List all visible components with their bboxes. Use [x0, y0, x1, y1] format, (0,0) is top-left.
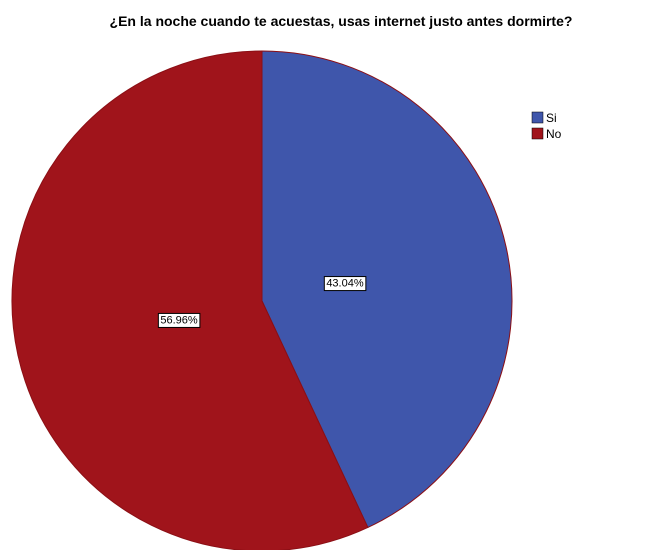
slice-label-text: 43.04% [326, 278, 364, 290]
legend-label-no: No [546, 127, 562, 141]
pie-slice-no [11, 50, 369, 550]
legend-swatch-si [531, 111, 544, 124]
slice-data-labels: 43.04% 56.96% [157, 276, 367, 328]
pie-slice-si [261, 50, 513, 529]
pie-slices [11, 50, 513, 550]
slice-label-box [323, 276, 367, 292]
slice-label-box [157, 312, 201, 328]
slice-label-no: 56.96% [157, 312, 201, 328]
legend: Si No [531, 111, 562, 141]
legend-label-si: Si [546, 111, 557, 125]
chart-title: ¿En la noche cuando te acuestas, usas in… [110, 13, 573, 29]
slice-label-si: 43.04% [323, 276, 367, 292]
slice-label-text: 56.96% [160, 314, 198, 326]
legend-swatch-no [531, 127, 544, 140]
